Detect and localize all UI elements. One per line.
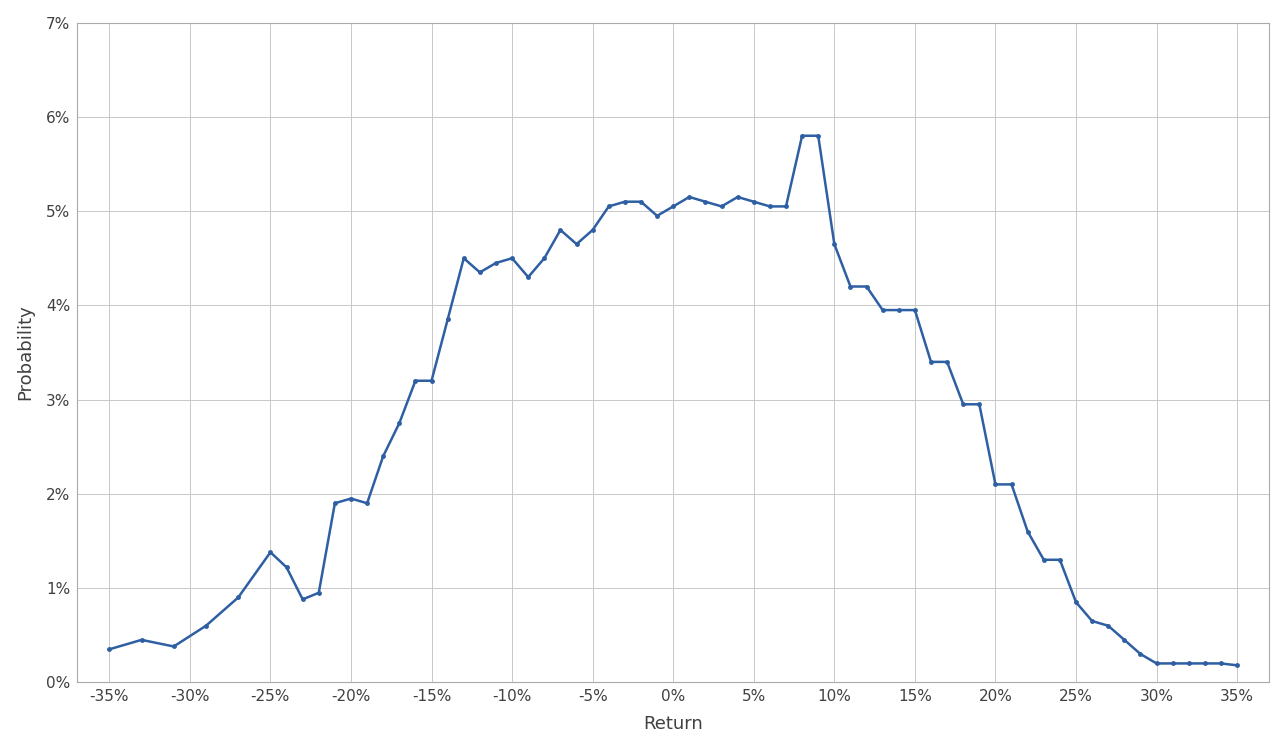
X-axis label: Return: Return xyxy=(643,716,703,734)
Y-axis label: Probability: Probability xyxy=(17,304,35,400)
